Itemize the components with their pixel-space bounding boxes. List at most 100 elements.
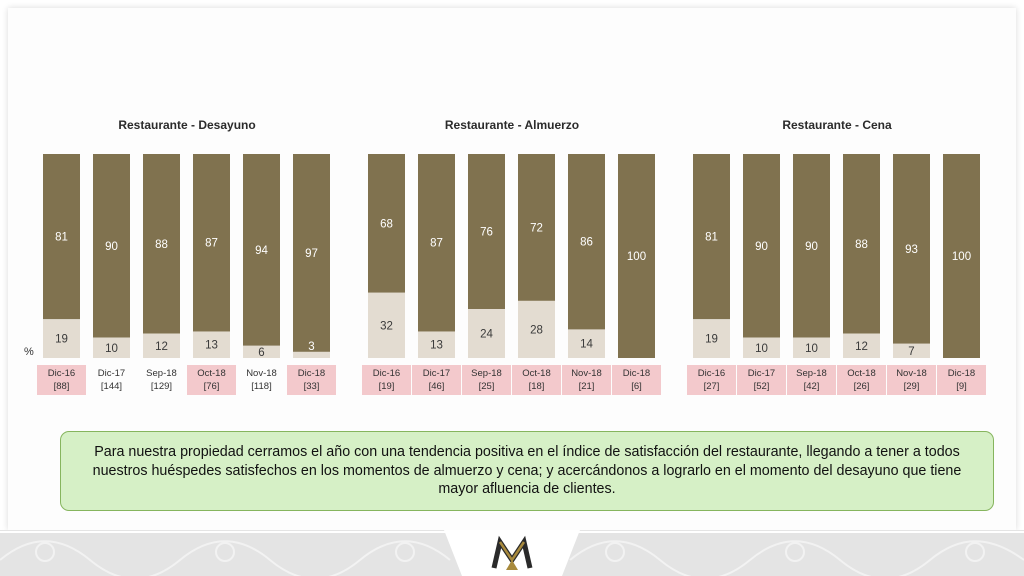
- value-label-lower-0-1: 10: [105, 343, 118, 355]
- chart-title-cena: Restaurante - Cena: [782, 118, 892, 132]
- category-label-0-4: Nov-18: [246, 368, 277, 379]
- value-label-upper-0-5: 97: [305, 248, 318, 260]
- bar-upper-0-2: [143, 154, 180, 334]
- category-highlight-0-3: [187, 365, 236, 395]
- bar-upper-0-1: [93, 154, 130, 338]
- value-label-upper-0-3: 87: [205, 238, 218, 250]
- value-label-upper-2-5: 100: [952, 251, 971, 263]
- category-highlight-2-0: [687, 365, 736, 395]
- bar-upper-2-5: [943, 154, 980, 358]
- count-label-1-2: [25]: [479, 381, 495, 392]
- category-label-0-3: Oct-18: [197, 368, 226, 379]
- bar-upper-1-4: [568, 154, 605, 330]
- bar-upper-2-3: [843, 154, 880, 334]
- category-label-1-1: Dic-17: [423, 368, 450, 379]
- bar-lower-2-2: [793, 337, 830, 358]
- count-label-2-2: [42]: [804, 381, 820, 392]
- brand-logo: [444, 530, 580, 576]
- category-highlight-0-0: [37, 365, 86, 395]
- bar-upper-1-3: [518, 154, 555, 301]
- count-label-2-1: [52]: [754, 381, 770, 392]
- value-label-lower-2-2: 10: [805, 343, 818, 355]
- bar-charts-svg: 81 19 Dic-16 [88] 90 10 Dic-17 [144] 88 12 Sep-18 […: [37, 154, 986, 395]
- category-label-1-3: Oct-18: [522, 368, 551, 379]
- bar-lower-0-3: [193, 331, 230, 358]
- category-label-1-4: Nov-18: [571, 368, 602, 379]
- value-label-lower-2-4: 7: [908, 346, 914, 358]
- bar-lower-2-1: [743, 337, 780, 358]
- bar-lower-1-0: [368, 292, 405, 358]
- count-label-0-3: [76]: [204, 381, 220, 392]
- value-label-upper-0-1: 90: [105, 241, 118, 253]
- bar-lower-1-3: [518, 300, 555, 358]
- category-highlight-2-3: [837, 365, 886, 395]
- count-label-2-3: [26]: [854, 381, 870, 392]
- count-label-1-3: [18]: [529, 381, 545, 392]
- bar-upper-1-1: [418, 154, 455, 332]
- bar-upper-2-1: [743, 154, 780, 338]
- value-label-upper-1-1: 87: [430, 238, 443, 250]
- value-label-upper-1-2: 76: [480, 227, 493, 239]
- bar-upper-0-5: [293, 154, 330, 352]
- category-highlight-0-5: [287, 365, 336, 395]
- chart-title-almuerzo: Restaurante - Almuerzo: [444, 118, 580, 132]
- count-label-2-5: [9]: [956, 381, 967, 392]
- chart-title-desayuno: Restaurante - Desayuno: [118, 118, 256, 132]
- bar-upper-2-0: [693, 154, 730, 320]
- value-label-upper-0-4: 94: [255, 245, 268, 257]
- bar-lower-0-1: [93, 337, 130, 358]
- bar-lower-2-4: [893, 343, 930, 358]
- value-label-upper-1-5: 100: [627, 251, 646, 263]
- category-label-2-3: Oct-18: [847, 368, 876, 379]
- category-highlight-2-1: [737, 365, 786, 395]
- category-highlight-1-3: [512, 365, 561, 395]
- category-label-0-5: Dic-18: [298, 368, 325, 379]
- category-label-2-4: Nov-18: [896, 368, 927, 379]
- count-label-0-1: [144]: [101, 381, 122, 392]
- value-label-lower-0-3: 13: [205, 340, 218, 352]
- bar-lower-1-4: [568, 329, 605, 358]
- value-label-upper-2-0: 81: [705, 232, 718, 244]
- bar-upper-1-5: [618, 154, 655, 358]
- count-label-0-2: [129]: [151, 381, 172, 392]
- bar-upper-1-2: [468, 154, 505, 310]
- value-label-lower-1-4: 14: [580, 339, 593, 351]
- value-label-upper-2-2: 90: [805, 241, 818, 253]
- value-label-lower-0-0: 19: [55, 334, 68, 346]
- value-label-lower-0-4: 6: [258, 347, 264, 359]
- logo-mark-icon: [491, 535, 533, 570]
- value-label-lower-1-0: 32: [380, 320, 393, 332]
- value-label-lower-0-2: 12: [155, 341, 168, 353]
- bar-upper-2-4: [893, 154, 930, 344]
- bar-lower-0-2: [143, 333, 180, 358]
- value-label-upper-0-0: 81: [55, 232, 68, 244]
- value-label-lower-2-0: 19: [705, 334, 718, 346]
- value-label-upper-2-4: 93: [905, 244, 918, 256]
- category-label-2-2: Sep-18: [796, 368, 827, 379]
- category-highlight-1-4: [562, 365, 611, 395]
- category-label-0-2: Sep-18: [146, 368, 177, 379]
- bar-upper-0-3: [193, 154, 230, 332]
- count-label-1-4: [21]: [579, 381, 595, 392]
- value-label-upper-1-3: 72: [530, 222, 543, 234]
- category-label-1-2: Sep-18: [471, 368, 502, 379]
- category-label-2-5: Dic-18: [948, 368, 975, 379]
- category-label-0-1: Dic-17: [98, 368, 125, 379]
- value-label-lower-0-5: 3: [308, 341, 314, 353]
- category-highlight-1-2: [462, 365, 511, 395]
- bar-lower-0-0: [43, 319, 80, 358]
- value-label-lower-1-2: 24: [480, 329, 493, 341]
- bar-upper-1-0: [368, 154, 405, 293]
- value-label-upper-1-4: 86: [580, 237, 593, 249]
- category-highlight-2-2: [787, 365, 836, 395]
- bar-upper-2-2: [793, 154, 830, 338]
- count-label-2-0: [27]: [704, 381, 720, 392]
- count-label-2-4: [29]: [904, 381, 920, 392]
- count-label-0-4: [118]: [251, 381, 271, 392]
- bar-lower-0-5: [293, 351, 330, 358]
- category-label-1-0: Dic-16: [373, 368, 400, 379]
- value-label-upper-1-0: 68: [380, 218, 393, 230]
- bar-lower-2-0: [693, 319, 730, 358]
- value-label-lower-1-3: 28: [530, 324, 543, 336]
- value-label-upper-0-2: 88: [155, 239, 168, 251]
